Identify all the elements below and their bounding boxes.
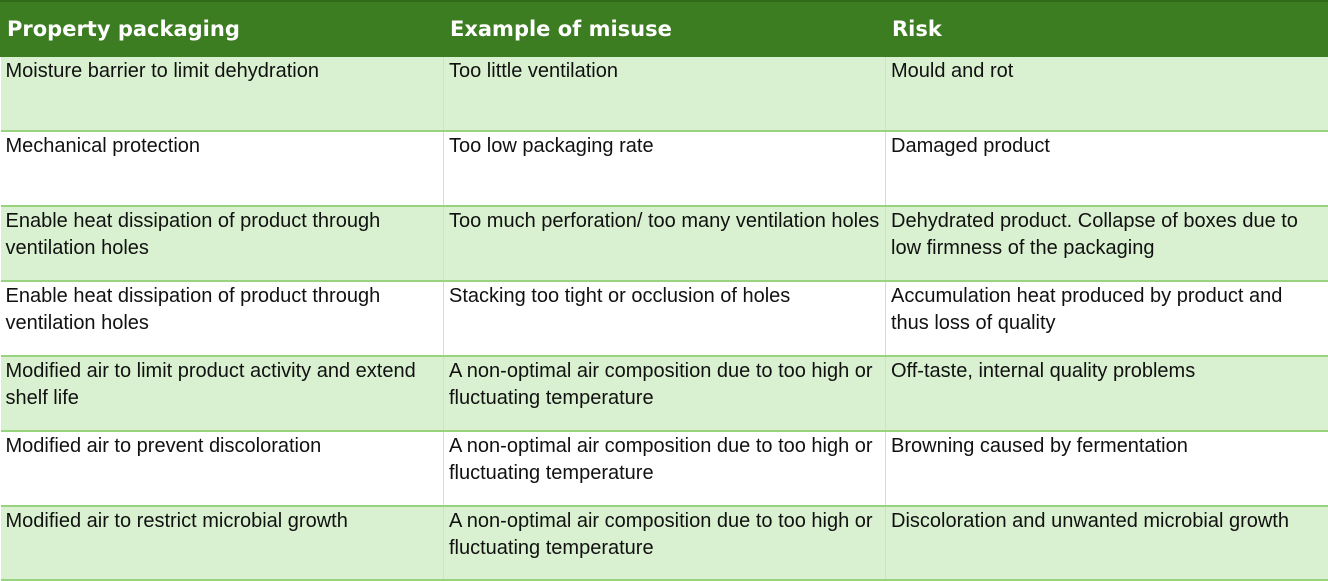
table-row: Moisture barrier to limit dehydration To… (1, 56, 1328, 131)
cell-misuse: Stacking too tight or occlusion of holes (444, 281, 886, 356)
cell-risk: Discoloration and unwanted microbial gro… (886, 506, 1328, 580)
cell-risk: Accumulation heat produced by product an… (886, 281, 1328, 356)
table-row: Enable heat dissipation of product throu… (1, 281, 1328, 356)
table-row: Modified air to restrict microbial growt… (1, 506, 1328, 580)
cell-property: Moisture barrier to limit dehydration (1, 56, 444, 131)
cell-risk: Browning caused by fermentation (886, 431, 1328, 506)
cell-misuse: Too little ventilation (444, 56, 886, 131)
cell-risk: Damaged product (886, 131, 1328, 206)
cell-misuse: Too low packaging rate (444, 131, 886, 206)
cell-misuse: A non-optimal air composition due to too… (444, 431, 886, 506)
table-row: Mechanical protection Too low packaging … (1, 131, 1328, 206)
column-header-property: Property packaging (1, 1, 444, 56)
cell-misuse: Too much perforation/ too many ventilati… (444, 206, 886, 281)
cell-property: Enable heat dissipation of product throu… (1, 281, 444, 356)
cell-risk: Dehydrated product. Collapse of boxes du… (886, 206, 1328, 281)
column-header-misuse: Example of misuse (444, 1, 886, 56)
cell-property: Modified air to prevent discoloration (1, 431, 444, 506)
cell-risk: Mould and rot (886, 56, 1328, 131)
header-row: Property packaging Example of misuse Ris… (1, 1, 1328, 56)
cell-property: Enable heat dissipation of product throu… (1, 206, 444, 281)
cell-property: Modified air to restrict microbial growt… (1, 506, 444, 580)
cell-property: Modified air to limit product activity a… (1, 356, 444, 431)
table-row: Enable heat dissipation of product throu… (1, 206, 1328, 281)
table-row: Modified air to limit product activity a… (1, 356, 1328, 431)
table-row: Modified air to prevent discoloration A … (1, 431, 1328, 506)
table-header: Property packaging Example of misuse Ris… (1, 1, 1328, 56)
cell-risk: Off-taste, internal quality problems (886, 356, 1328, 431)
cell-misuse: A non-optimal air composition due to too… (444, 506, 886, 580)
cell-property: Mechanical protection (1, 131, 444, 206)
table-body: Moisture barrier to limit dehydration To… (1, 56, 1328, 580)
column-header-risk: Risk (886, 1, 1328, 56)
cell-misuse: A non-optimal air composition due to too… (444, 356, 886, 431)
